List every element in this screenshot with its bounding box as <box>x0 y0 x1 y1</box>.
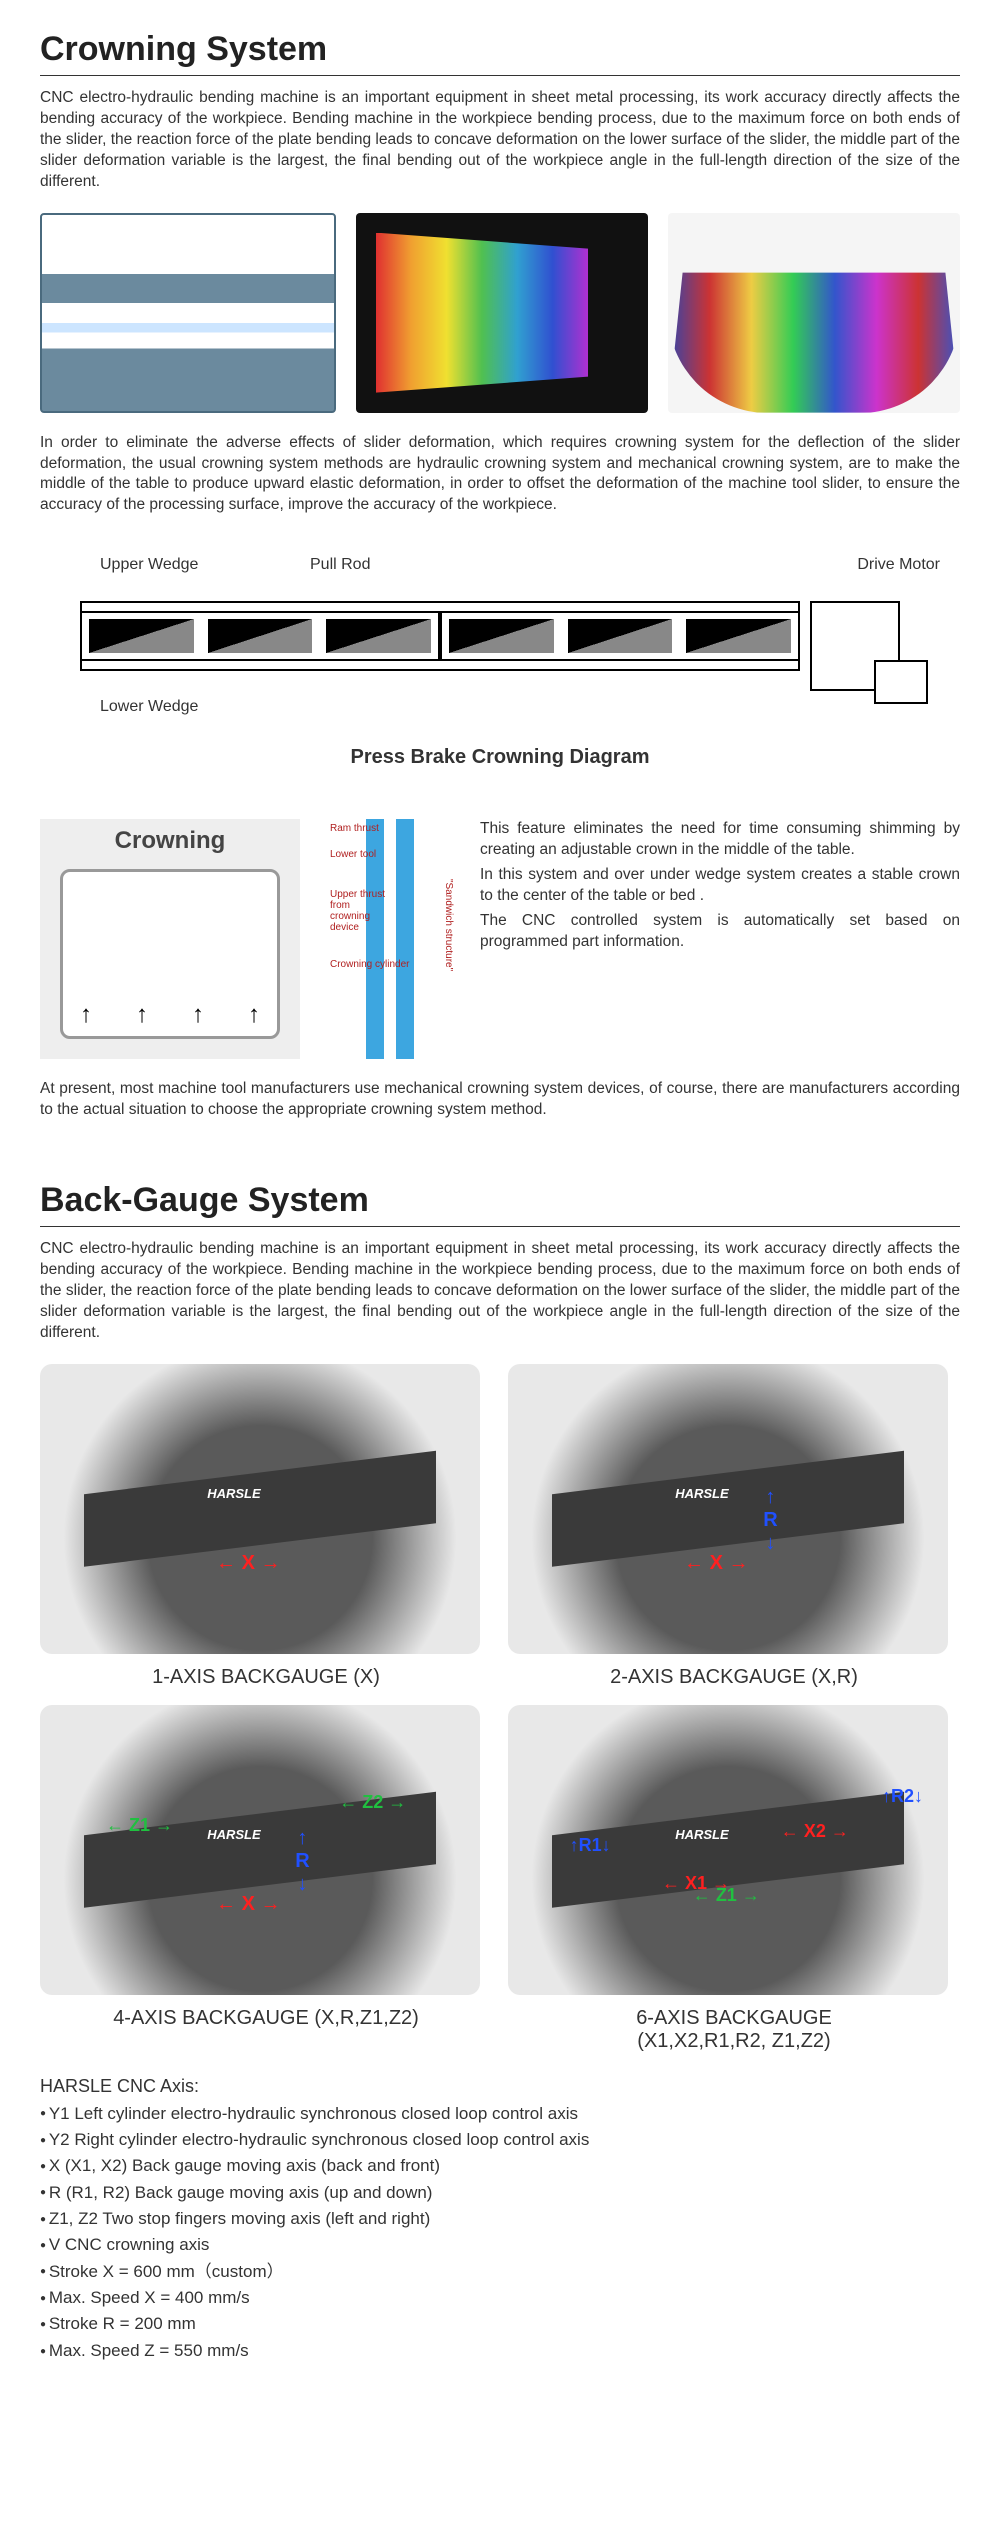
crowning-illustration-title: Crowning <box>40 827 300 855</box>
crowning-image-1 <box>40 213 336 413</box>
axis-list-item: R (R1, R2) Back gauge moving axis (up an… <box>40 2180 960 2206</box>
backgauge-grid: HARSLE ← X → 1-AXIS BACKGAUGE (X) HARSLE… <box>40 1364 960 2053</box>
backgauge-para-1: CNC electro-hydraulic bending machine is… <box>40 1239 960 1344</box>
axis-list-item: Stroke R = 200 mm <box>40 2311 960 2337</box>
axis-r1-label: R1 <box>579 1835 602 1855</box>
lbl-upper-thrust: Upper thrust from crowning device <box>330 889 390 933</box>
label-upper-wedge: Upper Wedge <box>100 556 198 574</box>
axis-x2-label: X2 <box>804 1821 826 1841</box>
axis-list-item: Y1 Left cylinder electro-hydraulic synch… <box>40 2101 960 2127</box>
crowning-section-diagram: Ram thrust Lower tool Upper thrust from … <box>330 819 450 1059</box>
axis-info: HARSLE CNC Axis: Y1 Left cylinder electr… <box>40 2073 960 2364</box>
brand-label: HARSLE <box>675 1827 728 1842</box>
axis-z1-label: Z1 <box>129 1815 150 1835</box>
axis-x-label: X <box>242 1552 255 1574</box>
gauge-4-label: 6-AXIS BACKGAUGE <box>508 2007 960 2030</box>
axis-info-title: HARSLE CNC Axis: <box>40 2073 960 2101</box>
gauge-3-label: 4-AXIS BACKGAUGE (X,R,Z1,Z2) <box>40 2007 492 2030</box>
axis-list-item: Max. Speed X = 400 mm/s <box>40 2285 960 2311</box>
axis-r2-label: R2 <box>891 1786 914 1806</box>
brand-label: HARSLE <box>207 1486 260 1501</box>
brand-label: HARSLE <box>675 1486 728 1501</box>
axis-r-label: R <box>763 1509 777 1531</box>
crowning-text-3: The CNC controlled system is automatical… <box>480 911 960 953</box>
crowning-detail-row: Crowning ↑↑↑↑ Ram thrust Lower tool Uppe… <box>40 819 960 1059</box>
crowning-image-2 <box>356 213 648 413</box>
crowning-para-3: At present, most machine tool manufactur… <box>40 1079 960 1121</box>
crowning-image-row <box>40 213 960 413</box>
axis-list-item: X (X1, X2) Back gauge moving axis (back … <box>40 2153 960 2179</box>
axis-x-label: X <box>710 1552 723 1574</box>
axis-list-item: V CNC crowning axis <box>40 2232 960 2258</box>
gauge-2: HARSLE ↑R↓ ← X → 2-AXIS BACKGAUGE (X,R) <box>508 1364 960 1689</box>
axis-list-item: Y2 Right cylinder electro-hydraulic sync… <box>40 2127 960 2153</box>
axis-list: Y1 Left cylinder electro-hydraulic synch… <box>40 2101 960 2364</box>
gauge-3: HARSLE ← Z1 → ← Z2 → ↑R↓ ← X → 4-AXIS BA… <box>40 1705 492 2053</box>
label-pull-rod: Pull Rod <box>310 556 370 574</box>
gauge-2-label: 2-AXIS BACKGAUGE (X,R) <box>508 1666 960 1689</box>
backgauge-title: Back-Gauge System <box>40 1181 960 1227</box>
axis-x-label: X <box>242 1893 255 1915</box>
wedge-diagram-title: Press Brake Crowning Diagram <box>60 746 940 769</box>
axis-z1-label: Z1 <box>716 1885 737 1905</box>
crowning-title: Crowning System <box>40 30 960 76</box>
wedge-diagram: Upper Wedge Pull Rod Drive Motor Lower W… <box>40 536 960 789</box>
crowning-para-2: In order to eliminate the adverse effect… <box>40 433 960 517</box>
gauge-1: HARSLE ← X → 1-AXIS BACKGAUGE (X) <box>40 1364 492 1689</box>
gauge-4-label-sub: (X1,X2,R1,R2, Z1,Z2) <box>508 2030 960 2053</box>
gauge-1-label: 1-AXIS BACKGAUGE (X) <box>40 1666 492 1689</box>
axis-list-item: Max. Speed Z = 550 mm/s <box>40 2338 960 2364</box>
crowning-detail-text: This feature eliminates the need for tim… <box>480 819 960 957</box>
motor-box <box>810 601 900 691</box>
axis-z2-label: Z2 <box>362 1792 383 1812</box>
axis-r-label: R <box>295 1850 309 1872</box>
label-lower-wedge: Lower Wedge <box>100 698 198 716</box>
crowning-text-2: In this system and over under wedge syst… <box>480 865 960 907</box>
lbl-crowning-cylinder: Crowning cylinder <box>330 959 409 970</box>
lbl-lower-tool: Lower tool <box>330 849 376 860</box>
crowning-para-1: CNC electro-hydraulic bending machine is… <box>40 88 960 193</box>
label-drive-motor: Drive Motor <box>857 556 940 574</box>
lbl-sandwich: "Sandwich structure" <box>443 879 454 971</box>
axis-list-item: Stroke X = 600 mm（custom） <box>40 2259 960 2285</box>
lbl-ram-thrust: Ram thrust <box>330 823 379 834</box>
axis-list-item: Z1, Z2 Two stop fingers moving axis (lef… <box>40 2206 960 2232</box>
brand-label: HARSLE <box>207 1827 260 1842</box>
crowning-text-1: This feature eliminates the need for tim… <box>480 819 960 861</box>
crowning-image-3 <box>668 213 960 413</box>
crowning-illustration: Crowning ↑↑↑↑ <box>40 819 300 1059</box>
gauge-4: HARSLE ↑R1↓ ↑R2↓ ← X1 → ← X2 → ← Z1 → 6-… <box>508 1705 960 2053</box>
